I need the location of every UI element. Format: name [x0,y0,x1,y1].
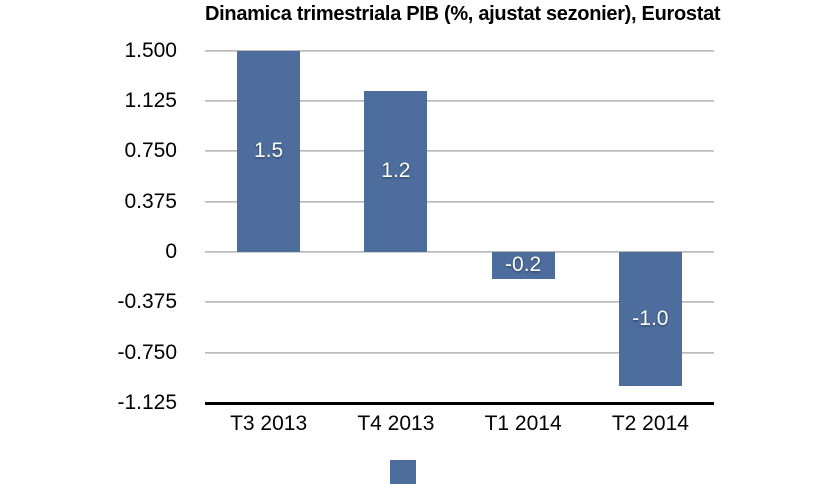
gridline [205,150,714,153]
y-tick-label: 0.750 [124,139,177,163]
gridline [205,99,714,102]
y-tick-label: 0.375 [124,189,177,213]
x-axis-label: T4 2013 [357,412,435,435]
y-tick-label: -0.375 [117,290,177,314]
x-axis-line [205,401,714,405]
x-axis-label: T1 2014 [484,412,562,435]
bar-t2-2014 [618,251,682,387]
gridline [205,250,714,253]
bar-value-label: -1.0 [632,307,669,331]
y-tick-label: 0 [165,239,177,263]
x-axis-label: T3 2013 [230,412,308,435]
y-tick-label: -0.750 [117,340,177,364]
gridline [205,351,714,354]
bar-t3-2013 [237,50,301,252]
chart-title: Dinamica trimestriala PIB (%, ajustat se… [205,3,721,25]
bar-value-label: 1.2 [381,159,411,183]
bar-value-label: -0.2 [505,253,542,277]
gridline [205,301,714,304]
bar-t1-2014 [491,251,555,279]
x-axis-label: T2 2014 [611,412,689,435]
bar-t4-2013 [364,90,428,252]
y-tick-label: -1.125 [117,391,177,414]
bar-value-label: 1.5 [254,139,284,163]
gridline [205,200,714,203]
legend-swatch [390,460,416,484]
gridline [205,49,714,52]
y-tick-label: 1.125 [124,88,177,112]
y-tick-label: 1.500 [124,38,177,62]
